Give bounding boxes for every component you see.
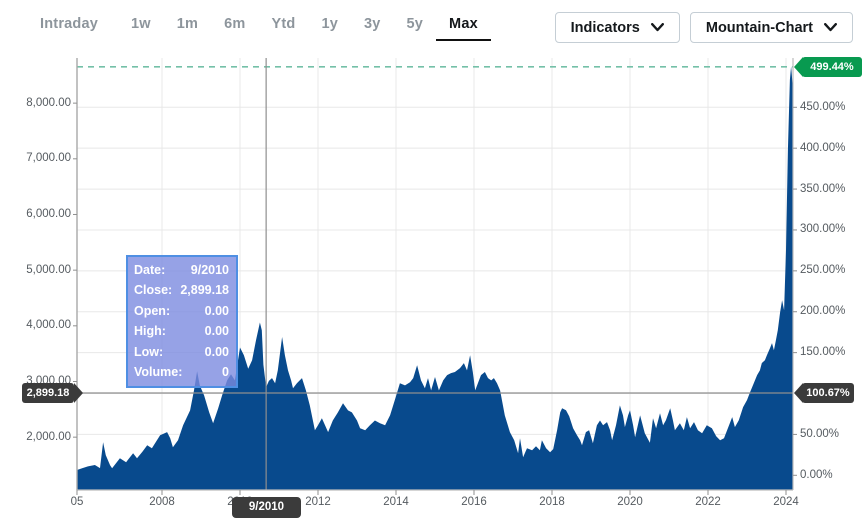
left-axis-label: 7,000.00 <box>26 152 71 165</box>
x-axis-label: 2020 <box>617 496 643 508</box>
tab-max[interactable]: Max <box>436 14 491 41</box>
tab-1w[interactable]: 1w <box>131 16 151 32</box>
axes <box>73 58 797 495</box>
tab-6m[interactable]: 6m <box>224 16 246 32</box>
right-axis-label: 400.00% <box>800 141 846 154</box>
x-axis-label: 2014 <box>383 496 409 508</box>
tab-1m[interactable]: 1m <box>176 16 199 32</box>
right-axis-label: 450.00% <box>800 100 846 113</box>
left-axis-label: 6,000.00 <box>26 207 71 220</box>
tab-1y[interactable]: 1y <box>321 16 338 32</box>
crosshair <box>77 58 793 490</box>
x-axis-label: 2024 <box>773 496 799 508</box>
right-axis-label: 0.00% <box>800 468 833 481</box>
left-crosshair-badge: 2,899.18 <box>22 383 74 403</box>
tooltip-row: Close: 2,899.18 <box>134 283 229 298</box>
chevron-down-icon <box>650 23 664 32</box>
toolbar-buttons: Indicators Mountain-Chart <box>554 12 853 43</box>
tab-intraday[interactable]: Intraday <box>40 16 99 32</box>
right-axis-label: 250.00% <box>800 264 846 277</box>
x-axis-label: 2012 <box>305 496 331 508</box>
chart-toolbar: Intraday 1w 1m 6m Ytd 1y 3y 5y Max Indicators Mo… <box>0 0 865 52</box>
tab-5y[interactable]: 5y <box>406 16 424 32</box>
right-axis-label: 300.00% <box>800 223 846 236</box>
x-axis-label: 2008 <box>149 496 175 508</box>
tab-3y[interactable]: 3y <box>363 16 381 32</box>
tooltip-row: Volume: 0 <box>134 365 229 380</box>
x-axis-label: 05 <box>70 496 84 508</box>
left-axis-label: 5,000.00 <box>26 263 71 276</box>
max-badge-arrow <box>794 57 803 77</box>
right-axis-label: 200.00% <box>800 305 846 318</box>
tooltip-row: Date: 9/2010 <box>134 263 229 277</box>
x-axis-label: 2022 <box>695 496 721 508</box>
tooltip-row: High: 0.00 <box>134 324 229 339</box>
chart-type-button[interactable]: Mountain-Chart <box>689 12 853 43</box>
right-crosshair-badge-arrow <box>794 383 803 403</box>
range-tabs: Intraday 1w 1m 6m Ytd 1y 3y 5y Max <box>22 14 491 41</box>
indicators-button[interactable]: Indicators <box>554 12 680 43</box>
x-axis-label: 2016 <box>461 496 487 508</box>
indicators-button-label: Indicators <box>570 19 640 36</box>
tooltip-row: Low: 0.00 <box>134 344 229 359</box>
price-area-series <box>77 66 793 490</box>
left-axis-label: 2,000.00 <box>26 430 71 443</box>
left-axis-label: 4,000.00 <box>26 319 71 332</box>
tooltip-row: Open: 0.00 <box>134 303 229 318</box>
right-axis-label: 150.00% <box>800 346 846 359</box>
date-crosshair-badge: 9/2010 <box>232 497 301 518</box>
right-crosshair-badge: 100.67% <box>802 383 854 403</box>
chart-area[interactable]: 8,000.00 7,000.00 6,000.00 5,000.00 4,000.00… <box>0 52 865 531</box>
x-axis-label: 2018 <box>539 496 565 508</box>
left-crosshair-badge-arrow <box>74 383 83 403</box>
chart-type-button-label: Mountain-Chart <box>705 19 813 36</box>
chevron-down-icon <box>824 23 837 32</box>
max-percent-badge: 499.44% <box>802 57 862 77</box>
ohlc-tooltip: Date: 9/2010 Close: 2,899.18 Open: 0.00 High: 0… <box>126 255 238 389</box>
right-axis-label: 50.00% <box>800 427 840 440</box>
tab-ytd[interactable]: Ytd <box>271 16 296 32</box>
left-axis-label: 8,000.00 <box>26 96 71 109</box>
right-axis-label: 350.00% <box>800 182 846 195</box>
